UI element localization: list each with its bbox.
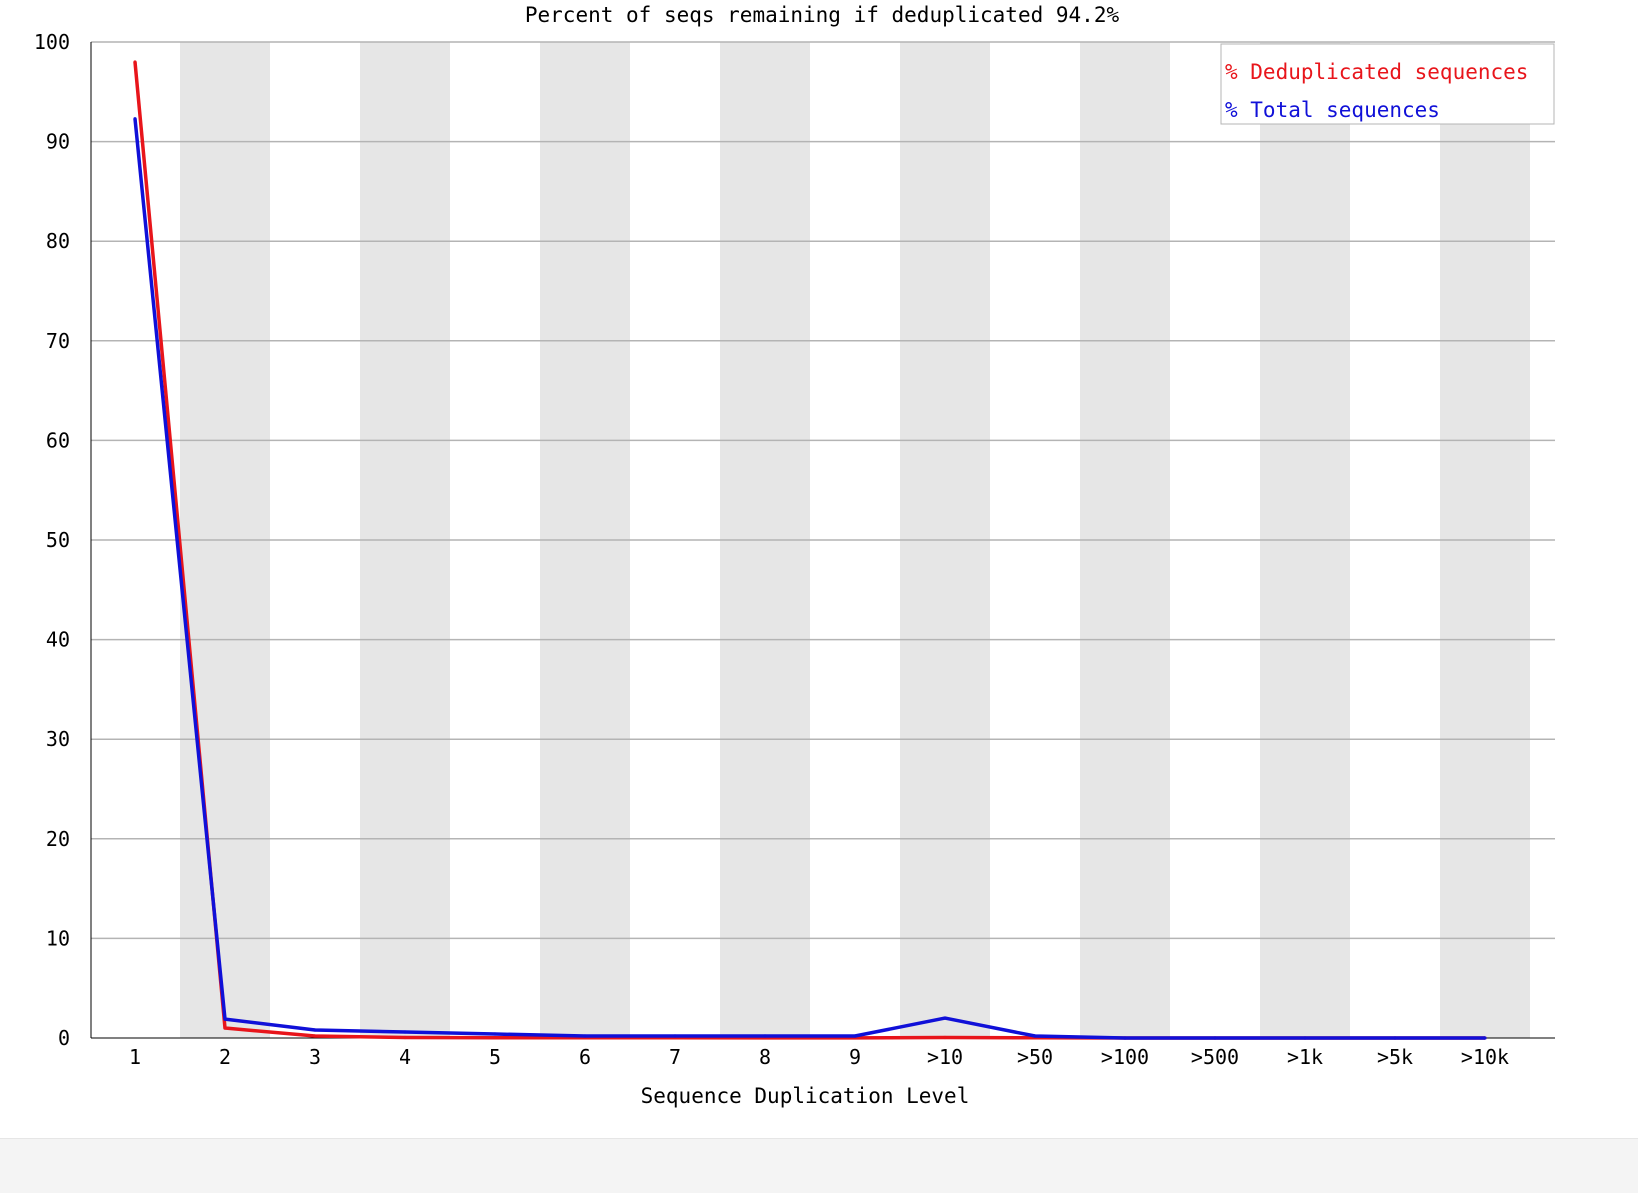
legend-box [1220, 43, 1555, 125]
x-tick-label: >1k [1287, 1045, 1323, 1069]
data-point [1213, 1036, 1217, 1040]
data-point [493, 1032, 497, 1036]
data-point [1033, 1034, 1037, 1038]
data-point [583, 1034, 587, 1038]
x-tick-label: 6 [579, 1045, 591, 1069]
y-tick-label: 20 [46, 827, 70, 851]
x-tick-label: 9 [849, 1045, 861, 1069]
y-tick-label: 40 [46, 628, 70, 652]
data-point [223, 1017, 227, 1021]
x-tick-label: 2 [219, 1045, 231, 1069]
x-tick-label: >50 [1017, 1045, 1053, 1069]
legend-entry-total: % Total sequences [1225, 98, 1440, 122]
data-point [313, 1034, 317, 1038]
data-point [313, 1028, 317, 1032]
data-point [493, 1036, 497, 1040]
gridlines [91, 41, 1555, 940]
data-point [673, 1034, 677, 1038]
data-point [223, 1026, 227, 1030]
y-tick-label: 10 [46, 926, 70, 950]
x-tick-label: >500 [1191, 1045, 1239, 1069]
y-tick-label: 100 [34, 30, 70, 54]
data-point [133, 117, 137, 121]
x-tick-label: 3 [309, 1045, 321, 1069]
y-tick-label: 30 [46, 727, 70, 751]
data-point [1303, 1036, 1307, 1040]
x-tick-label: >10 [927, 1045, 963, 1069]
y-tick-label: 70 [46, 329, 70, 353]
x-tick-label: 4 [399, 1045, 411, 1069]
chart-title: Percent of seqs remaining if deduplicate… [525, 3, 1120, 27]
data-point [943, 1035, 947, 1040]
legend-entry-deduplicated: % Deduplicated sequences [1225, 60, 1528, 84]
y-tick-label: 80 [46, 229, 70, 253]
series-lines [133, 60, 1487, 1040]
data-point [403, 1030, 407, 1034]
x-tick-label: >10k [1461, 1045, 1509, 1069]
x-tick-label: >100 [1101, 1045, 1149, 1069]
x-tick-labels: 1 2 3 4 5 6 7 8 9 >10 >50 >100 >500 >1k >5k >10k [129, 1045, 1509, 1069]
x-tick-label: 8 [759, 1045, 771, 1069]
x-tick-label: 7 [669, 1045, 681, 1069]
data-point [1123, 1036, 1127, 1040]
y-tick-label: 60 [46, 428, 70, 452]
data-point [1483, 1036, 1487, 1040]
x-tick-label: >5k [1377, 1045, 1413, 1069]
legend: % Deduplicated sequences % Total sequenc… [1220, 43, 1555, 125]
data-point [133, 60, 137, 64]
x-tick-label: 5 [489, 1045, 501, 1069]
y-tick-label: 50 [46, 528, 70, 552]
y-tick-label: 90 [46, 130, 70, 154]
data-point [853, 1034, 857, 1038]
data-point [763, 1034, 767, 1038]
x-axis-label: Sequence Duplication Level [641, 1084, 970, 1108]
data-point [1393, 1036, 1397, 1040]
y-tick-label: 0 [58, 1026, 70, 1050]
x-tick-label: 1 [129, 1045, 141, 1069]
bottom-bar [0, 1138, 1638, 1193]
data-point [943, 1016, 947, 1020]
data-point [403, 1035, 407, 1040]
series-line-total [133, 118, 1485, 1040]
y-tick-labels: 0 10 20 30 40 50 60 70 80 90 100 [34, 30, 70, 1050]
